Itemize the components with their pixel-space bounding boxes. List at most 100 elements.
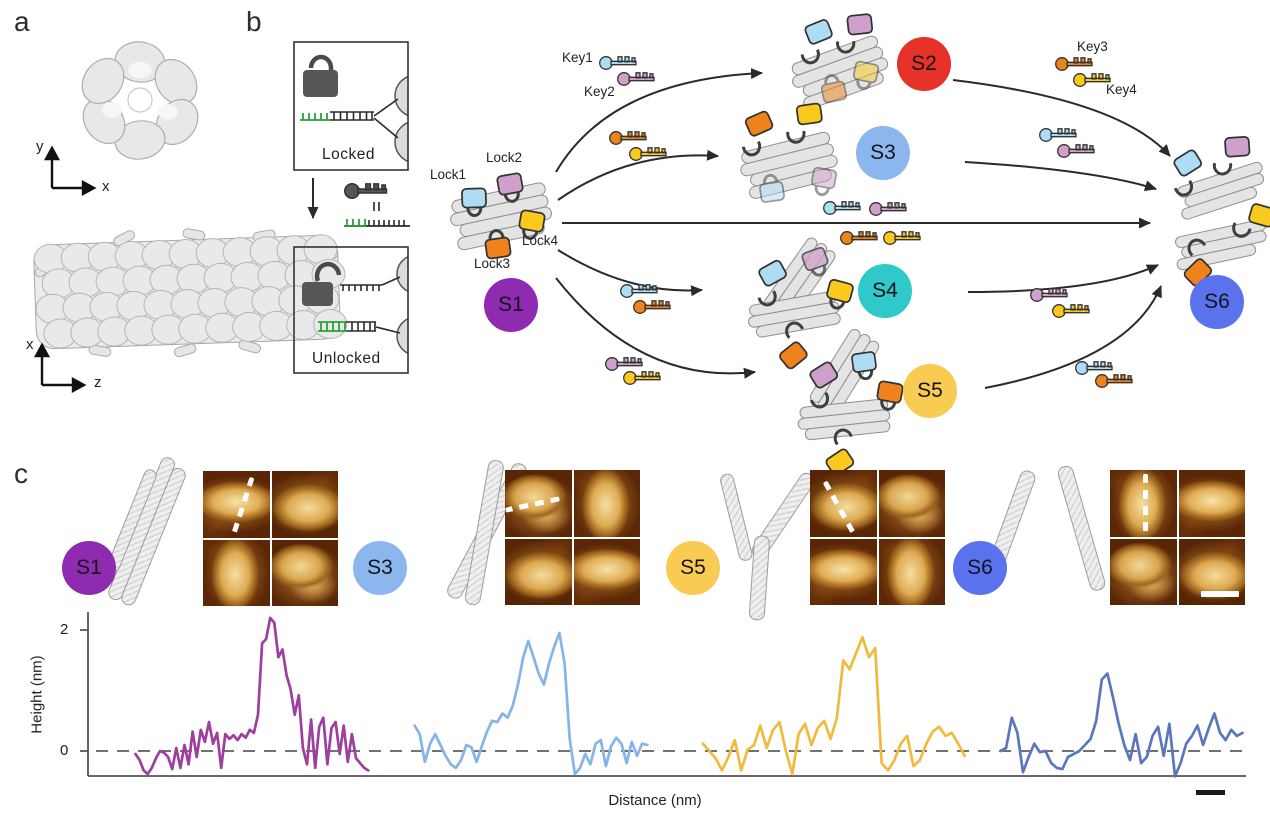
state-s4-badge: S4 <box>858 264 912 318</box>
trace-S5 <box>701 635 966 776</box>
state-s5-badge-c: S5 <box>666 541 720 595</box>
locked-box-graphic <box>293 41 409 171</box>
afm-image-cell <box>878 470 945 537</box>
bottom-axes-arrows <box>33 342 87 394</box>
afm-image-cell <box>810 538 877 605</box>
trace-S6 <box>999 672 1244 778</box>
top-axes-arrows <box>43 145 97 197</box>
key1-label: Key1 <box>562 50 593 65</box>
key1-icon <box>1039 128 1077 142</box>
arrow-s1-s5 <box>555 277 756 379</box>
axis-x-label: x <box>102 178 110 195</box>
unlocked-label: Unlocked <box>312 350 381 367</box>
state-s6-text: S6 <box>967 556 993 579</box>
structure-s4 <box>748 237 856 374</box>
afm-image-cell <box>1110 538 1177 605</box>
state-s3-text: S3 <box>870 141 896 164</box>
key1-icon <box>599 56 637 70</box>
afm-image-cell <box>1178 538 1245 605</box>
afm-image-cell <box>878 538 945 605</box>
lock-to-unlock-transition <box>307 178 410 227</box>
key3-label: Key3 <box>1077 39 1108 54</box>
ytick-2: 2 <box>60 621 69 638</box>
state-s1-text: S1 <box>498 293 524 316</box>
structure-s5 <box>797 328 905 480</box>
lock2-label: Lock2 <box>486 150 523 165</box>
panel-a-label: a <box>14 6 30 37</box>
key3-icon <box>1055 57 1093 71</box>
structure-s2 <box>791 8 889 110</box>
afm-image-cell <box>573 538 640 605</box>
state-s6-badge: S6 <box>1190 275 1244 329</box>
state-s1-badge: S1 <box>484 278 538 332</box>
key3-icon <box>609 131 647 145</box>
panel-b-label: b <box>246 6 262 37</box>
lock1-label: Lock1 <box>430 167 467 182</box>
trace-S1 <box>134 616 370 776</box>
model-s5 <box>720 472 815 621</box>
state-s3-text: S3 <box>367 556 393 579</box>
state-s3-badge: S3 <box>856 126 910 180</box>
key-strand-green <box>344 219 366 227</box>
afm-image-cell <box>810 470 877 537</box>
key4-icon <box>1073 73 1111 87</box>
locked-label: Locked <box>322 146 375 163</box>
lock4-label: Lock4 <box>522 233 559 248</box>
key2-icon <box>617 72 655 86</box>
key4-icon <box>1052 304 1090 318</box>
closed-padlock-icon <box>303 54 338 97</box>
toehold-strand <box>300 113 330 121</box>
key1-icon <box>823 201 861 215</box>
state-s3-badge-c: S3 <box>353 541 407 595</box>
afm-image-cell <box>573 470 640 537</box>
model-s1 <box>107 457 186 606</box>
profile-line-s6 <box>1143 474 1148 532</box>
ytick-0: 0 <box>60 742 69 759</box>
key3-icon <box>840 231 878 245</box>
state-s1-text: S1 <box>76 556 102 579</box>
afm-grid-s3 <box>505 470 640 605</box>
open-padlock-icon <box>302 261 342 306</box>
key3-icon <box>633 300 671 314</box>
y-ticks <box>80 629 88 752</box>
afm-grid-s6 <box>1110 470 1245 605</box>
state-s2-text: S2 <box>911 52 937 75</box>
arrow-s4-s6 <box>967 264 1159 293</box>
afm-image-cell <box>203 539 270 606</box>
structure-s3 <box>736 98 839 204</box>
unlocked-duplex-green <box>318 321 346 332</box>
generic-key-icon <box>344 183 388 199</box>
afm-image-cell <box>271 539 338 606</box>
axis-z-label: z <box>94 374 102 391</box>
lock3-label: Lock3 <box>474 256 511 271</box>
state-s2-badge: S2 <box>897 37 951 91</box>
cryoem-side-view <box>33 228 348 358</box>
key2-icon <box>869 202 907 216</box>
key4-icon <box>883 231 921 245</box>
key2-label: Key2 <box>584 84 615 99</box>
arrow-s5-s6 <box>984 285 1162 389</box>
afm-image-cell <box>505 538 572 605</box>
state-s4-text: S4 <box>872 279 898 302</box>
afm-image-cell <box>271 471 338 538</box>
equivalence-symbol <box>373 202 380 211</box>
height-traces <box>134 616 1244 778</box>
key1-icon <box>1075 361 1113 375</box>
key3-icon <box>1095 374 1133 388</box>
state-s6-badge-c: S6 <box>953 541 1007 595</box>
arrow-s1-s2 <box>555 68 763 173</box>
structure-s6 <box>1164 130 1270 292</box>
arrow-s1-s4 <box>557 249 703 297</box>
unlocked-box-graphic <box>293 246 409 374</box>
pathway-arrows <box>555 68 1171 389</box>
trace-S3 <box>413 631 649 776</box>
state-s5-text: S5 <box>917 379 943 402</box>
structure-s1 <box>450 171 552 261</box>
arrow-s3-s6 <box>964 161 1157 191</box>
key4-icon <box>623 371 661 385</box>
lock2-closed-faded-icon <box>808 165 839 198</box>
afm-grid-s1 <box>203 471 338 606</box>
afm-image-cell <box>1178 470 1245 537</box>
